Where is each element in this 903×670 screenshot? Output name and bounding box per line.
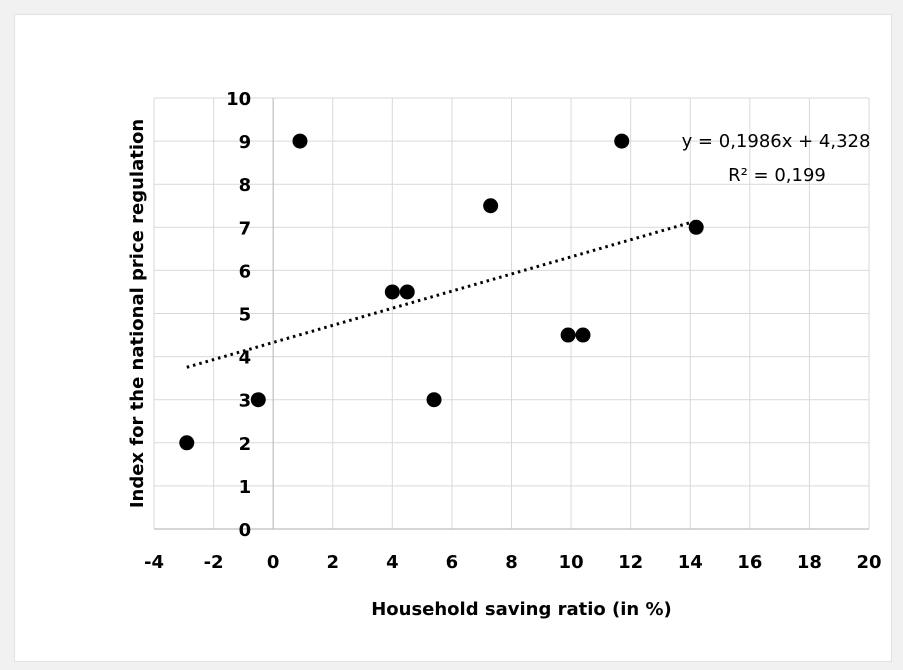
data-point: [560, 327, 576, 343]
data-point: [426, 392, 442, 408]
x-tick-label: 0: [267, 552, 280, 573]
x-tick-label: 18: [797, 552, 822, 573]
data-point: [614, 133, 630, 149]
trendline-r2: R² = 0,199: [728, 165, 826, 186]
x-tick-label: 10: [559, 552, 584, 573]
y-tick-label: 8: [239, 175, 252, 196]
chart-frame: -4 -2 0 2 4 6 8 10 12 14 16 18 20 0 1 2 3 4 5 6 7 8 9 10 y = 0,…: [14, 14, 892, 662]
y-tick-label: 6: [239, 261, 252, 282]
data-point: [250, 392, 266, 408]
x-tick-label: 16: [737, 552, 762, 573]
x-tick-label: 6: [446, 552, 459, 573]
trendline-layer: [186, 219, 697, 369]
data-point: [292, 133, 308, 149]
data-point: [688, 219, 704, 235]
y-tick-label: 9: [239, 132, 252, 153]
data-point: [575, 327, 591, 343]
y-tick-label: 10: [226, 89, 251, 110]
y-tick-label: 2: [239, 434, 252, 455]
x-tick-label: 14: [678, 552, 703, 573]
x-tick-label: -2: [204, 552, 224, 573]
y-tick-label: 3: [239, 391, 252, 412]
y-tick-label: 0: [239, 520, 252, 541]
axes: [154, 98, 869, 530]
x-tick-label: 12: [618, 552, 643, 573]
x-tick-label: 20: [856, 552, 881, 573]
trendline-equation: y = 0,1986x + 4,328: [682, 131, 871, 152]
data-point: [399, 284, 415, 300]
data-point: [179, 435, 195, 451]
x-axis-title: Household saving ratio (in %): [371, 599, 672, 620]
trendline: [186, 219, 697, 369]
y-tick-label: 5: [239, 305, 252, 326]
x-tick-label: 2: [326, 552, 339, 573]
x-tick-label: 4: [386, 552, 399, 573]
y-tick-label: 7: [239, 218, 252, 239]
y-tick-label: 4: [239, 348, 252, 369]
x-tick-label: 8: [505, 552, 518, 573]
data-point: [384, 284, 400, 300]
y-tick-label: 1: [239, 477, 252, 498]
gridlines: [153, 97, 870, 529]
y-axis-title: Index for the national price regulation: [127, 119, 148, 508]
x-tick-label: -4: [144, 552, 164, 573]
data-point: [483, 198, 499, 214]
data-points: [179, 133, 704, 451]
